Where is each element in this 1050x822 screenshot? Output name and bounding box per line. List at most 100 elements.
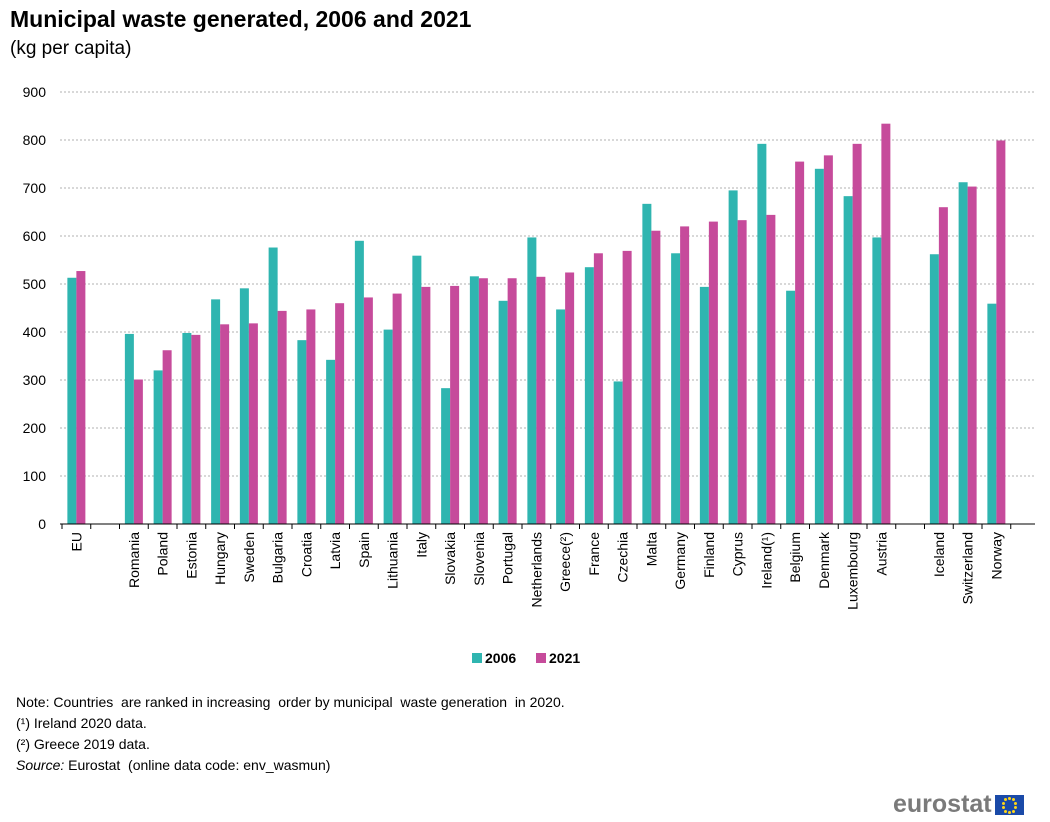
x-tick-label: Estonia [183,532,199,579]
bar-2006 [929,254,939,525]
bar-2021 [248,323,258,524]
y-tick-label: 100 [23,468,47,484]
bar-2021 [795,161,805,524]
bar-2021 [363,297,373,524]
x-tick-label: Poland [155,532,171,576]
bar-2006 [498,300,508,524]
x-tick-label: EU [68,532,84,551]
bar-2021 [737,220,747,524]
x-tick-label: Czechia [615,532,631,583]
bar-2006 [642,203,652,524]
bar-2021 [651,230,661,524]
y-tick-label: 900 [23,84,47,100]
bar-2021 [76,271,86,524]
legend: 2006 2021 [472,650,580,666]
y-tick-label: 300 [23,372,47,388]
x-tick-label: Norway [988,532,1004,579]
bar-2021 [392,293,402,524]
bar-2021 [536,276,546,524]
bar-2021 [565,272,575,524]
x-tick-label: Malta [643,532,659,566]
bar-2006 [354,240,364,525]
bar-2006 [671,253,681,524]
x-tick-label: Cyprus [730,532,746,576]
x-tick-label: Romania [126,532,142,588]
x-tick-label: Ireland(¹) [758,532,774,589]
bar-2021 [507,278,517,524]
bar-2021 [680,226,690,524]
x-tick-label: France [586,532,602,576]
bar-2021 [450,285,460,524]
bar-2021 [967,186,977,524]
bar-2021 [996,140,1006,525]
logo-text: eurostat [893,790,992,818]
bar-2021 [881,123,891,525]
ranking-note: Note: Countries are ranked in increasing… [16,694,565,710]
bar-2021 [766,214,776,524]
x-tick-label: Germany [672,532,688,590]
source-label: Source: [16,757,65,773]
bar-2006 [268,247,278,524]
x-tick-label: Italy [413,532,429,558]
bar-2006 [239,288,249,524]
bar-2006 [412,255,422,524]
x-tick-label: Latvia [327,532,343,570]
bar-2021 [823,155,833,525]
y-tick-label: 800 [23,132,47,148]
bar-2021 [478,278,488,524]
bar-2021 [593,253,603,524]
bar-2006 [757,143,767,524]
y-tick-label: 200 [23,420,47,436]
bar-2006 [872,237,882,524]
bar-2006 [556,309,566,524]
y-tick-label: 400 [23,324,47,340]
notes: Note: Countries are ranked in increasing… [16,692,565,776]
legend-swatch-2021 [536,653,546,663]
legend-label-2006: 2006 [485,650,516,666]
bar-2006 [699,286,709,524]
x-tick-label: Finland [701,532,717,578]
bar-2021 [162,350,172,524]
y-tick-label: 500 [23,276,47,292]
legend-label-2021: 2021 [549,650,580,666]
y-axis-ticks: 0 100 200 300 400 500 600 700 800 900 [23,84,47,532]
x-tick-label: Hungary [212,532,228,585]
x-tick-label: Iceland [931,532,947,577]
bar-2006 [958,182,968,525]
bar-2021 [421,286,431,524]
bar-2021 [708,221,718,524]
x-tick-label: Netherlands [528,532,544,608]
x-tick-label: Switzerland [960,532,976,604]
chart-subtitle: (kg per capita) [10,38,132,59]
x-axis-labels: EU Romania Poland Estonia Hungary Sweden Bulga… [61,524,1012,610]
bar-2006 [786,290,796,524]
bar-2021 [191,334,201,524]
x-tick-label: Greece(²) [557,532,573,592]
bar-2006 [182,332,192,524]
bar-2021 [852,143,862,524]
footnote-greece: (²) Greece 2019 data. [16,736,150,752]
eurostat-logo: eurostat [893,790,1024,819]
source-line: Source: Eurostat (online data code: env_… [16,755,565,776]
x-tick-label: Slovenia [471,532,487,586]
bar-2006 [297,340,307,524]
x-tick-label: Sweden [241,532,257,583]
bar-2021 [306,309,316,524]
x-tick-label: Croatia [298,532,314,577]
bar-2006 [843,196,853,524]
bar-2006 [527,237,537,524]
bar-2006 [153,370,163,524]
bar-2006 [441,388,451,524]
bar-2006 [383,329,393,524]
x-tick-label: Portugal [500,532,516,584]
bar-2006 [814,168,824,525]
chart-title: Municipal waste generated, 2006 and 2021 [10,6,472,32]
legend-swatch-2006 [472,653,482,663]
bars [67,123,1006,525]
x-tick-label: Belgium [787,532,803,583]
y-tick-label: 600 [23,228,47,244]
footnote-ireland: (¹) Ireland 2020 data. [16,715,147,731]
x-tick-label: Lithuania [385,532,401,589]
x-tick-label: Luxembourg [845,532,861,610]
x-tick-label: Denmark [816,531,832,589]
